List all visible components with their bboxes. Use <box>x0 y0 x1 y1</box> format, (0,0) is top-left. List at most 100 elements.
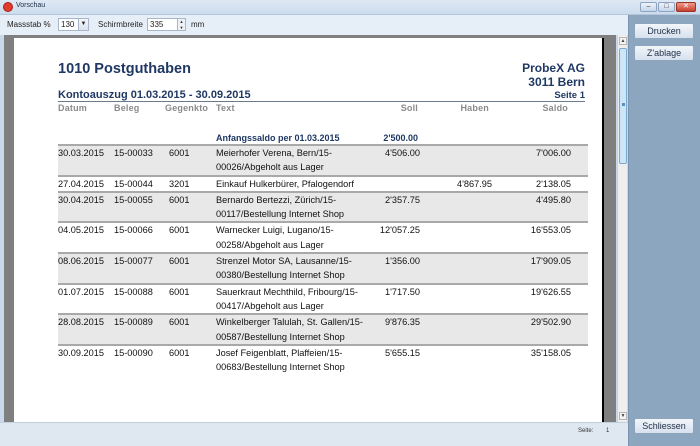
cell-text: Warnecker Luigi, Lugano/15-00258/Abgehol… <box>216 225 334 250</box>
cell-date: 28.08.2015 <box>58 317 104 328</box>
screen-width-label: Schirmbreite <box>98 20 143 29</box>
report-page: 1010 Postguthaben ProbeX AG 3011 Bern Ko… <box>14 38 604 422</box>
col-debit: Soll <box>400 103 418 113</box>
page-label: Seite: <box>578 428 594 434</box>
cell-voucher: 15-00089 <box>114 317 153 328</box>
title-bar: Vorschau – □ ✕ <box>0 0 700 15</box>
screen-width-input[interactable]: 335 ▲ ▼ <box>147 18 186 31</box>
opening-balance-amount: 2'500.00 <box>383 133 418 143</box>
action-panel: Drucken Z'ablage Schliessen <box>628 15 700 446</box>
statement-title: Kontoauszug 01.03.2015 - 30.09.2015 <box>58 89 251 101</box>
cell-balance: 29'502.90 <box>530 317 571 328</box>
app-logo-icon <box>3 2 13 12</box>
cell-voucher: 15-00088 <box>114 286 153 297</box>
cell-contra: 6001 <box>169 317 190 328</box>
preview-viewport: 1010 Postguthaben ProbeX AG 3011 Bern Ko… <box>4 35 616 422</box>
cell-text: Winkelberger Talulah, St. Gallen/15-0058… <box>216 317 363 342</box>
width-spinner[interactable]: ▲ ▼ <box>177 19 185 30</box>
table-row: 08.06.2015 15-00077 6001 1'356.00 17'909… <box>58 252 588 283</box>
cell-text: Strenzel Motor SA, Lausanne/15-00380/Bes… <box>216 256 352 281</box>
cell-date: 30.03.2015 <box>58 148 104 158</box>
table-row: 30.09.2015 15-00090 6001 5'655.15 35'158… <box>58 343 588 375</box>
chevron-down-icon[interactable]: ▼ <box>78 19 88 30</box>
width-unit-label: mm <box>191 20 205 29</box>
account-title: 1010 Postguthaben <box>58 61 191 77</box>
cell-date: 27.04.2015 <box>58 178 104 189</box>
window-controls: – □ ✕ <box>640 2 696 12</box>
clipboard-button[interactable]: Z'ablage <box>634 45 694 61</box>
cell-contra: 6001 <box>169 347 190 358</box>
cell-date: 30.09.2015 <box>58 347 104 358</box>
table-row: 30.03.2015 15-00033 6001 4'506.00 7'006.… <box>58 144 588 175</box>
table-row: 01.07.2015 15-00088 6001 1'717.50 19'626… <box>58 282 588 314</box>
cell-voucher: 15-00077 <box>114 256 153 267</box>
header-rule <box>58 101 585 102</box>
cell-voucher: 15-00090 <box>114 347 153 358</box>
cell-contra: 6001 <box>169 148 190 158</box>
spin-up-icon[interactable]: ▲ <box>178 19 185 25</box>
cell-debit: 1'717.50 <box>385 286 420 297</box>
cell-contra: 6001 <box>169 194 190 205</box>
cell-debit: 2'357.75 <box>385 194 420 205</box>
col-voucher: Beleg <box>114 103 140 113</box>
screen-width-value: 335 <box>150 20 164 29</box>
spin-down-icon[interactable]: ▼ <box>178 24 185 30</box>
cell-text: Einkauf Hulkerbürer, Pfalogendorf <box>216 178 354 189</box>
page-number: Seite 1 <box>554 90 585 101</box>
cell-text: Josef Feigenblatt, Plaffeien/15-00683/Be… <box>216 347 345 373</box>
cell-debit: 9'876.35 <box>385 317 420 328</box>
cell-balance: 7'006.00 <box>536 148 571 158</box>
scale-value: 130 <box>61 20 75 29</box>
status-bar: Seite: 1 <box>0 422 628 446</box>
preview-toolbar: Massstab % 130 ▼ Schirmbreite 335 ▲ ▼ mm <box>0 15 628 35</box>
cell-text: Meierhofer Verena, Bern/15-00026/Abgehol… <box>216 148 332 173</box>
cell-contra: 6001 <box>169 256 190 267</box>
vertical-scrollbar[interactable]: ▲ ▼ <box>617 35 627 422</box>
close-window-button[interactable]: ✕ <box>676 2 696 12</box>
scroll-up-icon[interactable]: ▲ <box>619 37 627 45</box>
print-button[interactable]: Drucken <box>634 23 694 39</box>
cell-balance: 2'138.05 <box>536 178 571 189</box>
cell-voucher: 15-00055 <box>114 194 153 205</box>
col-text: Text <box>216 103 235 113</box>
scroll-down-icon[interactable]: ▼ <box>619 412 627 420</box>
company-name: ProbeX AG <box>522 61 585 75</box>
table-row: 28.08.2015 15-00089 6001 9'876.35 29'502… <box>58 313 588 344</box>
scale-select[interactable]: 130 ▼ <box>58 18 89 31</box>
col-credit: Haben <box>460 103 489 113</box>
cell-balance: 35'158.05 <box>530 347 571 358</box>
table-row: 04.05.2015 15-00066 6001 12'057.25 16'55… <box>58 221 588 252</box>
cell-date: 04.05.2015 <box>58 225 104 236</box>
minimize-button[interactable]: – <box>640 2 657 12</box>
cell-debit: 1'356.00 <box>385 256 420 267</box>
cell-date: 01.07.2015 <box>58 286 104 297</box>
transactions-table: 30.03.2015 15-00033 6001 4'506.00 7'006.… <box>58 144 588 374</box>
window-title: Vorschau <box>16 2 46 9</box>
cell-contra: 3201 <box>169 178 190 189</box>
cell-balance: 16'553.05 <box>530 225 571 236</box>
page-value: 1 <box>606 428 610 434</box>
company-city: 3011 Bern <box>528 75 585 89</box>
col-balance: Saldo <box>542 103 568 113</box>
cell-credit: 4'867.95 <box>457 178 492 189</box>
cell-voucher: 15-00044 <box>114 178 153 189</box>
table-row: 27.04.2015 15-00044 3201 4'867.95 2'138.… <box>58 174 588 191</box>
scroll-thumb[interactable] <box>619 48 627 164</box>
col-date: Datum <box>58 103 88 113</box>
cell-voucher: 15-00033 <box>114 148 153 158</box>
cell-contra: 6001 <box>169 286 190 297</box>
opening-balance-label: Anfangssaldo per 01.03.2015 <box>216 133 340 143</box>
cell-balance: 17'909.05 <box>530 256 571 267</box>
cell-debit: 12'057.25 <box>379 225 420 236</box>
table-row: 30.04.2015 15-00055 6001 2'357.75 4'495.… <box>58 190 588 222</box>
maximize-button[interactable]: □ <box>658 2 675 12</box>
cell-voucher: 15-00066 <box>114 225 153 236</box>
cell-date: 30.04.2015 <box>58 194 104 205</box>
col-contra: Gegenkto <box>165 103 209 113</box>
cell-debit: 5'655.15 <box>385 347 420 358</box>
cell-balance: 4'495.80 <box>536 194 571 205</box>
close-button[interactable]: Schliessen <box>634 418 694 434</box>
scale-label: Massstab % <box>7 20 51 29</box>
cell-text: Sauerkraut Mechthild, Fribourg/15-00417/… <box>216 286 358 311</box>
cell-contra: 6001 <box>169 225 190 236</box>
